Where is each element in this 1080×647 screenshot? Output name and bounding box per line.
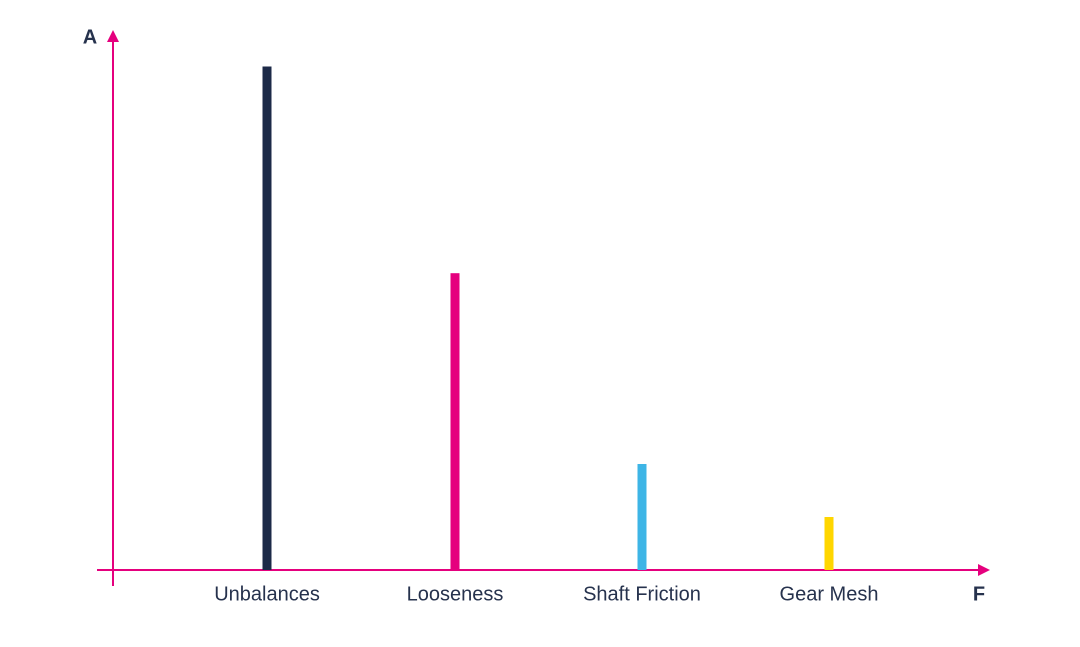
x-tick-label: Looseness [407, 583, 504, 605]
bar [637, 464, 647, 570]
bar [262, 66, 272, 570]
bar [450, 273, 460, 570]
x-tick-label: Unbalances [214, 583, 320, 605]
x-axis-arrow [978, 564, 990, 576]
x-tick-label: Shaft Friction [583, 583, 701, 605]
bar [824, 517, 834, 570]
x-axis-label: F [973, 583, 985, 605]
y-axis-arrow [107, 30, 119, 42]
y-axis-label: A [83, 26, 97, 48]
x-tick-label: Gear Mesh [780, 583, 879, 605]
